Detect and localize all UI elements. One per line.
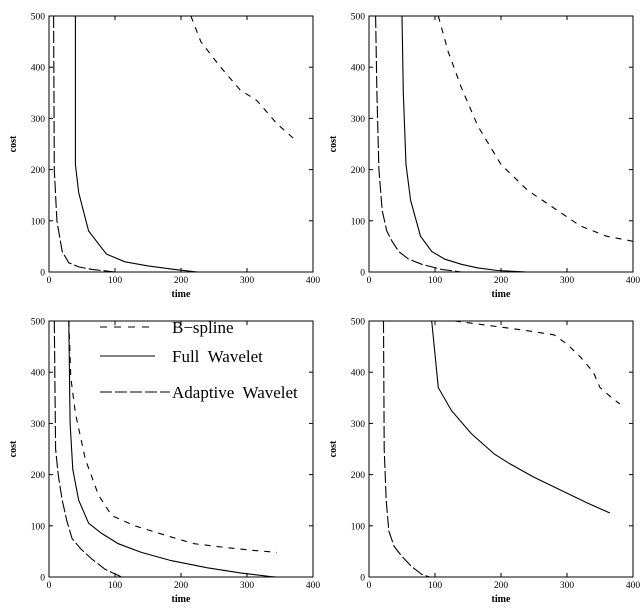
y-tick-label: 200	[31, 471, 46, 481]
x-tick-label: 300	[240, 276, 255, 286]
x-tick-label: 200	[174, 581, 189, 591]
panels: 0 100 200 300 400 0 100 200 300 400 500 time cost 0 10…	[8, 13, 640, 606]
y-tick-label: 500	[351, 13, 366, 23]
series-line-solid	[68, 321, 277, 577]
y-tick-label: 0	[40, 269, 45, 279]
plot-frame	[368, 15, 634, 273]
x-tick-label: 300	[240, 581, 255, 591]
y-tick-label: 300	[31, 115, 46, 125]
plot-frame	[368, 320, 634, 578]
chart-panel-top-right: 0 100 200 300 400 0 100 200 300 400 500 time cost	[328, 13, 640, 301]
y-tick-label: 500	[31, 13, 46, 23]
chart-panel-bottom-left: 0 100 200 300 400 0 100 200 300 400 500 time cost	[8, 318, 320, 606]
chart-panel-top-left: 0 100 200 300 400 0 100 200 300 400 500 time cost	[8, 13, 320, 301]
x-tick-label: 400	[626, 581, 640, 591]
y-tick-label: 300	[351, 115, 366, 125]
x-tick-label: 0	[367, 276, 372, 286]
x-tick-label: 200	[494, 581, 509, 591]
plot-frame	[48, 15, 314, 273]
x-axis-label: time	[172, 594, 191, 605]
series-line-short-dash	[190, 16, 296, 141]
x-tick-label: 400	[306, 276, 321, 286]
y-tick-label: 0	[40, 574, 45, 584]
y-tick-label: 400	[31, 369, 46, 379]
y-tick-label: 0	[360, 574, 365, 584]
y-tick-label: 100	[31, 522, 46, 532]
y-tick-label: 200	[351, 166, 366, 176]
y-tick-label: 200	[351, 471, 366, 481]
x-tick-label: 200	[174, 276, 189, 286]
y-tick-label: 100	[351, 217, 366, 227]
y-tick-label: 500	[351, 318, 366, 328]
x-tick-label: 300	[560, 276, 575, 286]
y-axis-label: cost	[8, 440, 19, 457]
legend-label-adaptive-wavelet: Adaptive Wavelet	[172, 383, 298, 402]
legend: B−spline Full Wavelet Adaptive Wavelet	[100, 318, 298, 402]
y-tick-label: 300	[31, 420, 46, 430]
y-tick-label: 100	[31, 217, 46, 227]
x-tick-label: 0	[47, 581, 52, 591]
x-tick-label: 0	[367, 581, 372, 591]
x-tick-label: 400	[626, 276, 640, 286]
series-line-long-dash	[382, 321, 430, 577]
series-line-short-dash	[437, 16, 633, 242]
x-tick-label: 400	[306, 581, 321, 591]
series-line-short-dash	[68, 321, 277, 553]
y-tick-label: 100	[351, 522, 366, 532]
x-tick-label: 200	[494, 276, 509, 286]
x-axis-label: time	[492, 289, 511, 300]
y-axis-label: cost	[328, 135, 339, 152]
y-tick-label: 300	[351, 420, 366, 430]
y-axis-label: cost	[328, 440, 339, 457]
x-axis-label: time	[492, 594, 511, 605]
series-line-long-dash	[53, 321, 122, 577]
series-line-solid	[74, 16, 198, 272]
x-tick-label: 100	[108, 581, 123, 591]
y-tick-label: 500	[31, 318, 46, 328]
x-tick-label: 300	[560, 581, 575, 591]
x-tick-label: 100	[428, 581, 443, 591]
series-line-solid	[401, 16, 528, 272]
y-tick-label: 200	[31, 166, 46, 176]
legend-label-full-wavelet: Full Wavelet	[172, 347, 263, 366]
y-axis-label: cost	[8, 135, 19, 152]
x-tick-label: 100	[428, 276, 443, 286]
y-tick-label: 400	[31, 64, 46, 74]
y-tick-label: 400	[351, 369, 366, 379]
series-line-short-dash	[454, 321, 621, 405]
y-tick-label: 400	[351, 64, 366, 74]
chart-panel-bottom-right: 0 100 200 300 400 0 100 200 300 400 500 time cost	[328, 318, 640, 606]
y-tick-label: 0	[360, 269, 365, 279]
series-line-long-dash	[53, 16, 116, 272]
series-line-long-dash	[375, 16, 462, 272]
series-line-solid	[431, 321, 611, 514]
legend-label-b-spline: B−spline	[172, 318, 234, 337]
x-tick-label: 100	[108, 276, 123, 286]
x-axis-label: time	[172, 289, 191, 300]
x-tick-label: 0	[47, 276, 52, 286]
